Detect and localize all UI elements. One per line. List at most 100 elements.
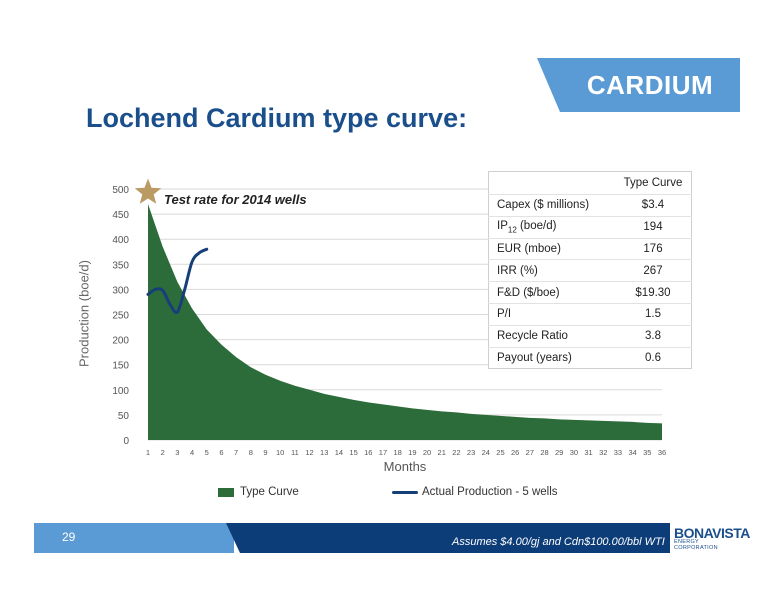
metric-value: 1.5 (615, 302, 692, 326)
x-tick-label: 22 (452, 448, 460, 457)
y-tick-label: 450 (112, 210, 129, 221)
y-tick-label: 0 (123, 436, 129, 447)
metric-value: $19.30 (615, 281, 692, 304)
x-tick-label: 12 (305, 448, 313, 457)
x-tick-label: 18 (393, 448, 401, 457)
metric-value: 176 (615, 237, 692, 260)
metric-value: 3.8 (615, 324, 692, 348)
logo-bg (670, 523, 745, 555)
table-row: F&D ($/boe) $19.30 (488, 281, 692, 304)
x-tick-label: 30 (570, 448, 578, 457)
metric-label: Recycle Ratio (488, 324, 615, 348)
metric-value: 0.6 (615, 346, 692, 369)
x-tick-label: 33 (614, 448, 622, 457)
metric-label: IP12 (boe/d) (488, 215, 615, 239)
x-axis-label: Months (383, 459, 427, 474)
cardium-banner-bg (537, 58, 740, 112)
table-header-row: Type Curve (489, 172, 692, 195)
table-row: Payout (years) 0.6 (488, 346, 692, 369)
y-tick-label: 400 (112, 235, 129, 246)
x-tick-label: 34 (628, 448, 636, 457)
x-tick-label: 36 (658, 448, 666, 457)
x-tick-label: 13 (320, 448, 328, 457)
x-tick-label: 29 (555, 448, 563, 457)
legend-actual-production: Actual Production - 5 wells (392, 486, 558, 498)
legend-type-curve-label: Type Curve (240, 486, 299, 498)
page-title: Lochend Cardium type curve: (86, 103, 468, 133)
legend-type-curve: Type Curve (218, 486, 299, 498)
x-tick-label: 15 (349, 448, 357, 457)
x-tick-label: 14 (335, 448, 343, 457)
x-tick-label: 9 (263, 448, 267, 457)
metric-label: IRR (%) (488, 259, 615, 282)
x-tick-label: 1 (146, 448, 150, 457)
metric-value: 267 (615, 259, 692, 282)
legend-actual-label: Actual Production - 5 wells (422, 486, 558, 498)
table-row: P/I 1.5 (488, 302, 692, 326)
x-tick-label: 19 (408, 448, 416, 457)
y-tick-label: 150 (112, 361, 129, 372)
x-tick-label: 2 (161, 448, 165, 457)
x-tick-label: 20 (423, 448, 431, 457)
x-tick-label: 21 (438, 448, 446, 457)
x-tick-label: 4 (190, 448, 194, 457)
x-tick-label: 32 (599, 448, 607, 457)
table-row: EUR (mboe) 176 (488, 237, 692, 260)
actual-production-line (146, 247, 209, 315)
y-tick-label: 250 (112, 311, 129, 322)
metric-value: 194 (615, 215, 692, 239)
y-tick-label: 350 (112, 260, 129, 271)
table-row: IP12 (boe/d) 194 (488, 215, 692, 239)
table-row: Capex ($ millions) $3.4 (488, 194, 692, 217)
x-tick-label: 5 (205, 448, 209, 457)
x-tick-labels: 1 2 3 4 5 6 7 8 9 10 11 12 13 14 15 16 17 18 19 20 21 22 23 24 2… (146, 448, 666, 457)
x-tick-label: 27 (526, 448, 534, 457)
logo-main-text: BONAVISTA (674, 525, 750, 541)
annotation-label: Test rate for 2014 wells (164, 192, 307, 207)
y-tick-label: 200 (112, 336, 129, 347)
x-tick-label: 28 (540, 448, 548, 457)
logo-sub-text: ENERGY CORPORATION (674, 539, 718, 551)
x-tick-label: 10 (276, 448, 284, 457)
metric-value: $3.4 (615, 194, 692, 217)
x-tick-label: 16 (364, 448, 372, 457)
y-tick-label: 50 (118, 411, 130, 422)
y-tick-label: 500 (112, 185, 129, 196)
bonavista-logo: BONAVISTA ENERGY CORPORATION (674, 525, 750, 551)
type-curve-area (148, 204, 662, 440)
y-tick-label: 100 (112, 386, 129, 397)
x-tick-label: 8 (249, 448, 253, 457)
type-curve-metrics-table: Type Curve Capex ($ millions) $3.4 IP12 (b… (488, 171, 692, 370)
legend-area-swatch (218, 487, 234, 497)
table-row: Recycle Ratio 3.8 (488, 324, 692, 348)
metric-label: F&D ($/boe) (488, 281, 615, 304)
footer-bar-light (34, 523, 234, 553)
x-tick-label: 17 (379, 448, 387, 457)
table-header-type-curve: Type Curve (623, 177, 683, 189)
x-tick-label: 31 (584, 448, 592, 457)
x-tick-label: 35 (643, 448, 651, 457)
table-row: IRR (%) 267 (488, 259, 692, 282)
star-icon (134, 178, 162, 204)
table-header-empty (489, 172, 616, 195)
page-number: 29 (62, 530, 76, 544)
metric-label: Capex ($ millions) (488, 194, 615, 217)
metric-label: Payout (years) (488, 346, 615, 369)
metric-label: EUR (mboe) (488, 237, 615, 260)
footer-bar-dark (226, 523, 670, 553)
x-tick-label: 24 (482, 448, 490, 457)
banner-title: CARDIUM (586, 70, 714, 100)
x-tick-label: 23 (467, 448, 475, 457)
y-axis-label: Production (boe/d) (76, 260, 92, 367)
legend-line-swatch (392, 490, 418, 494)
x-tick-label: 3 (175, 448, 179, 457)
assumptions-note: Assumes $4.00/gj and Cdn$100.00/bbl WTI (452, 536, 665, 548)
x-tick-label: 26 (511, 448, 519, 457)
metric-label: P/I (488, 302, 615, 326)
x-tick-label: 6 (219, 448, 223, 457)
x-tick-label: 11 (291, 448, 299, 457)
x-tick-label: 25 (496, 448, 504, 457)
y-tick-label: 300 (112, 285, 129, 296)
x-tick-label: 7 (234, 448, 238, 457)
